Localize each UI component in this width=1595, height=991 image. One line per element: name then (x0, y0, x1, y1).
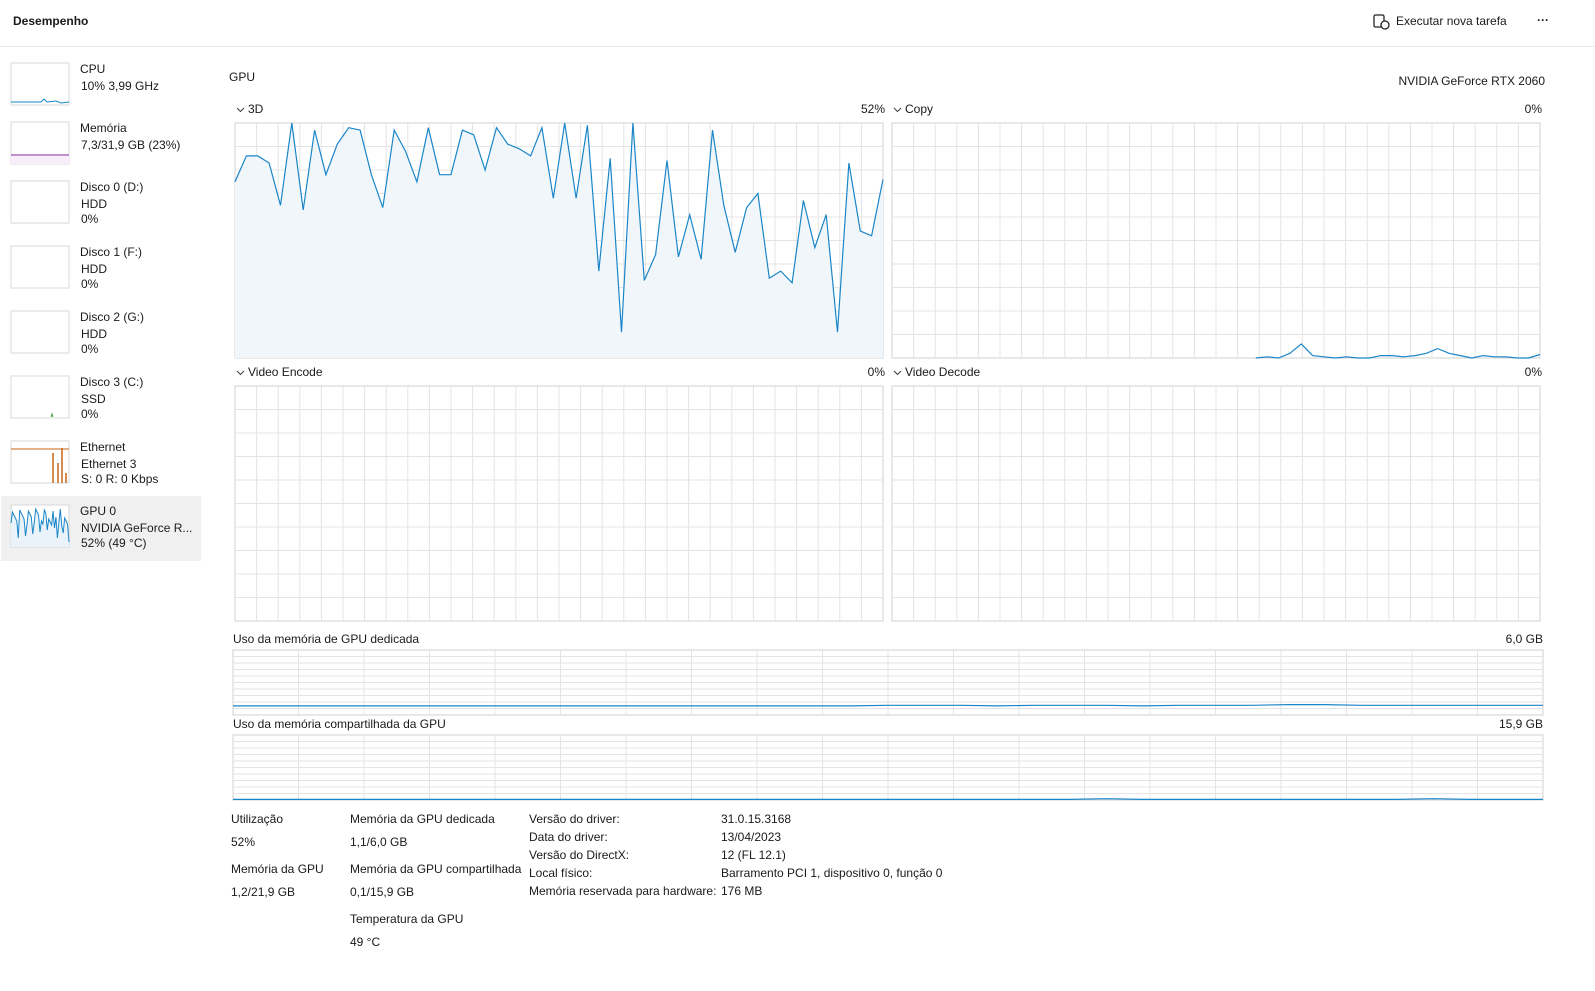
thumbnail-line (10, 507, 70, 543)
sidebar-detail: HDD (81, 262, 107, 276)
stat-label: Memória da GPU dedicada (350, 812, 495, 826)
detail-value: 31.0.15.3168 (721, 812, 791, 826)
sidebar-detail: SSD (81, 392, 106, 406)
stat-value: 0,1/15,9 GB (350, 885, 414, 899)
detail-label: Data do driver: (529, 830, 608, 844)
stat-value: 49 °C (350, 935, 380, 949)
sidebar-detail: 0% (81, 277, 99, 291)
more-button[interactable]: ··· (1537, 13, 1549, 27)
sidebar-detail: 10% 3,99 GHz (81, 79, 159, 93)
stat-value: 1,1/6,0 GB (350, 835, 407, 849)
detail-label: Versão do driver: (529, 812, 620, 826)
detail-value: 176 MB (721, 884, 762, 898)
memory-graph-label: Uso da memória de GPU dedicada (233, 632, 419, 646)
thumbnail (10, 440, 70, 484)
detail-label: Versão do DirectX: (529, 848, 629, 862)
sidebar-detail: Ethernet 3 (81, 457, 137, 471)
stat-label: Memória da GPU compartilhada (350, 862, 522, 876)
thumbnail (10, 180, 70, 224)
page-title: GPU (229, 70, 255, 84)
sidebar-detail: 0% (81, 407, 99, 421)
stat-value: 52% (231, 835, 255, 849)
sidebar-detail: 0% (81, 342, 99, 356)
sidebar-name: Disco 2 (G:) (80, 310, 144, 324)
engine-line (234, 122, 884, 333)
sidebar-item[interactable]: GPU 0 NVIDIA GeForce R...52% (49 °C) (1, 496, 201, 561)
memory-graph-max: 6,0 GB (1506, 632, 1543, 646)
sidebar-detail: 52% (49 °C) (81, 536, 147, 550)
engine-name[interactable]: Video Encode (248, 365, 323, 379)
sidebar-name: GPU 0 (80, 504, 116, 518)
thumbnail (10, 375, 70, 419)
sidebar-detail: NVIDIA GeForce R... (81, 521, 192, 535)
stat-label: Temperatura da GPU (350, 912, 463, 926)
memory-line (233, 704, 1543, 707)
engine-usage: 0% (1525, 102, 1543, 116)
detail-label: Local físico: (529, 866, 592, 880)
new-task-button[interactable]: Executar nova tarefa (1373, 14, 1507, 30)
header-title: Desempenho (13, 14, 88, 28)
new-task-icon-plus (1380, 20, 1390, 30)
engine-chevron[interactable] (236, 107, 245, 113)
thumbnail-fill (11, 155, 69, 164)
detail-value: 12 (FL 12.1) (721, 848, 786, 862)
sidebar-detail: 0% (81, 212, 99, 226)
thumbnail (10, 245, 70, 289)
engine-usage: 52% (861, 102, 885, 116)
engine-usage: 0% (868, 365, 886, 379)
sidebar-item[interactable]: Ethernet Ethernet 3S: 0 R: 0 Kbps (10, 440, 158, 486)
sidebar-name: Disco 1 (F:) (80, 245, 142, 259)
sidebar-detail: HDD (81, 197, 107, 211)
memory-graph-max: 15,9 GB (1499, 717, 1543, 731)
sidebar-item[interactable]: Memória 7,3/31,9 GB (23%) (10, 121, 180, 165)
thumbnail (10, 62, 70, 106)
memory-line (233, 798, 1543, 800)
engine-chevron[interactable] (893, 370, 902, 376)
new-task-label: Executar nova tarefa (1396, 14, 1507, 28)
sidebar-name: Disco 0 (D:) (80, 180, 143, 194)
sidebar-detail: HDD (81, 327, 107, 341)
engine-name[interactable]: 3D (248, 102, 264, 116)
sidebar-name: Ethernet (80, 440, 126, 454)
stat-label: Memória da GPU (231, 862, 324, 876)
sidebar-item[interactable]: CPU 10% 3,99 GHz (10, 62, 159, 106)
engine-name[interactable]: Video Decode (905, 365, 980, 379)
thumbnail-line (11, 98, 70, 104)
sidebar-name: CPU (80, 62, 105, 76)
engine-line (1255, 343, 1541, 359)
sidebar-detail: 7,3/31,9 GB (23%) (81, 138, 180, 152)
memory-graph-label: Uso da memória compartilhada da GPU (233, 717, 446, 731)
sidebar-detail: S: 0 R: 0 Kbps (81, 472, 158, 486)
detail-label: Memória reservada para hardware: (529, 884, 716, 898)
thumbnail-fill (11, 509, 69, 547)
detail-value: Barramento PCI 1, dispositivo 0, função … (721, 866, 943, 880)
engine-area (235, 123, 883, 358)
engine-name[interactable]: Copy (905, 102, 933, 116)
sidebar-name: Memória (80, 121, 127, 135)
sidebar-name: Disco 3 (C:) (80, 375, 143, 389)
engine-usage: 0% (1525, 365, 1543, 379)
detail-value: 13/04/2023 (721, 830, 781, 844)
adapter-name: NVIDIA GeForce RTX 2060 (1398, 74, 1545, 88)
thumbnail (10, 310, 70, 354)
engine-chevron[interactable] (893, 107, 902, 113)
thumbnail-line (50, 412, 54, 418)
stat-label: Utilização (231, 812, 283, 826)
engine-chevron[interactable] (236, 370, 245, 376)
stat-value: 1,2/21,9 GB (231, 885, 295, 899)
